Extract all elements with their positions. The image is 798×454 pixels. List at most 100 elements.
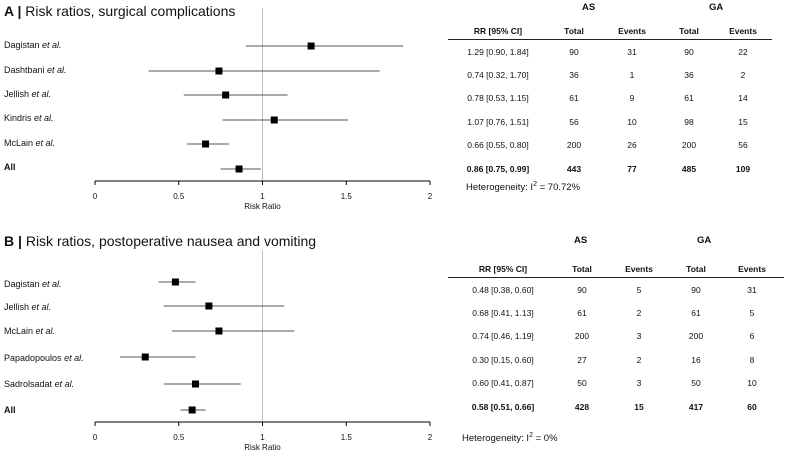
panel-b-table: RR [95% CI] Total Events Total Events 0.… bbox=[448, 254, 784, 418]
col-header: Total bbox=[564, 26, 584, 36]
panel-a-table: RR [95% CI] Total Events Total Events 1.… bbox=[448, 16, 772, 180]
ga-events-cell: 14 bbox=[738, 93, 748, 104]
ga-total-cell: 36 bbox=[684, 70, 694, 81]
x-tick-label: 1.5 bbox=[341, 433, 353, 442]
rr-cell: 1.29 [0.90, 1.84] bbox=[467, 46, 529, 57]
ga-total-cell: 50 bbox=[691, 378, 701, 389]
panel-a-letter: A bbox=[4, 3, 14, 19]
point-estimate-marker bbox=[202, 140, 210, 148]
ga-events-cell: 5 bbox=[749, 308, 755, 319]
as-total-cell: 61 bbox=[577, 308, 587, 319]
col-header: RR [95% CI] bbox=[478, 264, 528, 274]
table-summary-row: 0.86 [0.75, 0.99] 443 77 485 109 bbox=[448, 157, 772, 180]
panel-b-title-text: Risk ratios, postoperative nausea and vo… bbox=[25, 233, 317, 249]
as-events-cell: 9 bbox=[629, 93, 635, 104]
x-axis-label: Risk Ratio bbox=[244, 202, 281, 211]
panel-a-group-as: AS bbox=[582, 2, 596, 13]
as-total-cell: 200 bbox=[566, 140, 582, 151]
table-summary-row: 0.58 [0.51, 0.66] 428 15 417 60 bbox=[448, 395, 784, 418]
panel-b-group-ga: GA bbox=[697, 235, 712, 246]
panel-b-study-label: Papadopoulos et al. bbox=[4, 353, 84, 363]
rr-cell: 0.86 [0.75, 0.99] bbox=[466, 163, 530, 174]
ga-events-cell: 10 bbox=[747, 378, 757, 389]
as-total-cell: 27 bbox=[577, 354, 587, 365]
ga-total-cell: 16 bbox=[691, 354, 701, 365]
col-header: Events bbox=[738, 264, 766, 274]
x-tick-label: 2 bbox=[428, 433, 433, 442]
as-events-cell: 10 bbox=[627, 116, 637, 127]
as-total-cell: 36 bbox=[569, 70, 579, 81]
as-events-cell: 31 bbox=[627, 46, 637, 57]
ga-total-cell: 200 bbox=[688, 331, 704, 342]
table-row: 0.30 [0.15, 0.60] 27 2 16 8 bbox=[448, 348, 784, 371]
panel-b-letter: B bbox=[4, 233, 15, 249]
table-header-row: RR [95% CI] Total Events Total Events bbox=[448, 16, 772, 40]
table-row: 0.66 [0.55, 0.80] 200 26 200 56 bbox=[448, 134, 772, 157]
panel-a-study-label: Kindris et al. bbox=[4, 113, 54, 123]
col-header: Events bbox=[729, 26, 757, 36]
panel-b-study-label: McLain et al. bbox=[4, 326, 56, 336]
point-estimate-marker bbox=[192, 380, 199, 388]
panel-b-summary-label: All bbox=[4, 405, 16, 415]
table-row: 0.78 [0.53, 1.15] 61 9 61 14 bbox=[448, 87, 772, 110]
panel-b-group-as: AS bbox=[574, 235, 588, 246]
panel-a-title: A | Risk ratios, surgical complications bbox=[4, 3, 236, 19]
table-header-row: RR [95% CI] Total Events Total Events bbox=[448, 254, 784, 278]
rr-cell: 0.30 [0.15, 0.60] bbox=[472, 354, 534, 365]
point-estimate-marker bbox=[222, 91, 230, 99]
panel-a-group-ga: GA bbox=[709, 2, 724, 13]
ga-events-cell: 15 bbox=[738, 116, 748, 127]
x-axis-label: Risk Ratio bbox=[244, 443, 281, 452]
as-total-cell: 443 bbox=[566, 163, 582, 174]
panel-a-title-text: Risk ratios, surgical complications bbox=[25, 3, 236, 19]
ga-total-cell: 90 bbox=[691, 284, 701, 295]
rr-cell: 0.68 [0.41, 1.13] bbox=[472, 308, 534, 319]
x-tick-label: 0.5 bbox=[173, 192, 185, 201]
col-header: Total bbox=[679, 26, 699, 36]
rr-cell: 0.58 [0.51, 0.66] bbox=[471, 401, 535, 412]
ga-total-cell: 61 bbox=[684, 93, 694, 104]
rr-cell: 0.48 [0.38, 0.60] bbox=[472, 284, 534, 295]
table-row: 0.60 [0.41, 0.87] 50 3 50 10 bbox=[448, 372, 784, 395]
panel-a-study-label: Dashtbani et al. bbox=[4, 65, 67, 75]
rr-cell: 0.74 [0.32, 1.70] bbox=[467, 70, 529, 81]
summary-marker bbox=[188, 406, 196, 414]
as-events-cell: 3 bbox=[636, 378, 642, 389]
as-total-cell: 56 bbox=[569, 116, 579, 127]
ga-total-cell: 90 bbox=[684, 46, 694, 57]
col-header: Events bbox=[625, 264, 653, 274]
rr-cell: 0.66 [0.55, 0.80] bbox=[467, 140, 529, 151]
as-total-cell: 90 bbox=[577, 284, 587, 295]
point-estimate-marker bbox=[215, 327, 223, 335]
ga-events-cell: 109 bbox=[735, 163, 751, 174]
ga-total-cell: 485 bbox=[681, 163, 697, 174]
summary-marker bbox=[235, 165, 243, 173]
ga-events-cell: 2 bbox=[740, 70, 746, 81]
x-tick-label: 0 bbox=[93, 192, 98, 201]
table-row: 0.48 [0.38, 0.60] 90 5 90 31 bbox=[448, 278, 784, 302]
as-events-cell: 2 bbox=[636, 308, 642, 319]
as-total-cell: 61 bbox=[569, 93, 579, 104]
as-total-cell: 90 bbox=[569, 46, 579, 57]
x-tick-label: 1 bbox=[260, 433, 265, 442]
table-row: 0.68 [0.41, 1.13] 61 2 61 5 bbox=[448, 301, 784, 324]
panel-a-study-label: Jellish et al. bbox=[4, 89, 52, 99]
point-estimate-marker bbox=[205, 302, 213, 310]
rr-cell: 0.78 [0.53, 1.15] bbox=[467, 93, 529, 104]
panel-a-study-label: McLain et al. bbox=[4, 138, 56, 148]
panel-b-heterogeneity: Heterogeneity: I2 = 0% bbox=[462, 432, 558, 445]
ga-total-cell: 61 bbox=[691, 308, 701, 319]
point-estimate-marker bbox=[307, 42, 315, 50]
x-tick-label: 2 bbox=[428, 192, 433, 201]
ga-events-cell: 8 bbox=[749, 354, 755, 365]
col-header: Total bbox=[572, 264, 592, 274]
as-events-cell: 3 bbox=[636, 331, 642, 342]
table-row: 0.74 [0.32, 1.70] 36 1 36 2 bbox=[448, 63, 772, 86]
as-events-cell: 2 bbox=[636, 354, 642, 365]
panel-b-title: B | Risk ratios, postoperative nausea an… bbox=[4, 233, 317, 249]
as-total-cell: 200 bbox=[574, 331, 590, 342]
x-tick-label: 1.5 bbox=[341, 192, 353, 201]
col-header: Total bbox=[686, 264, 706, 274]
point-estimate-marker bbox=[270, 116, 278, 124]
